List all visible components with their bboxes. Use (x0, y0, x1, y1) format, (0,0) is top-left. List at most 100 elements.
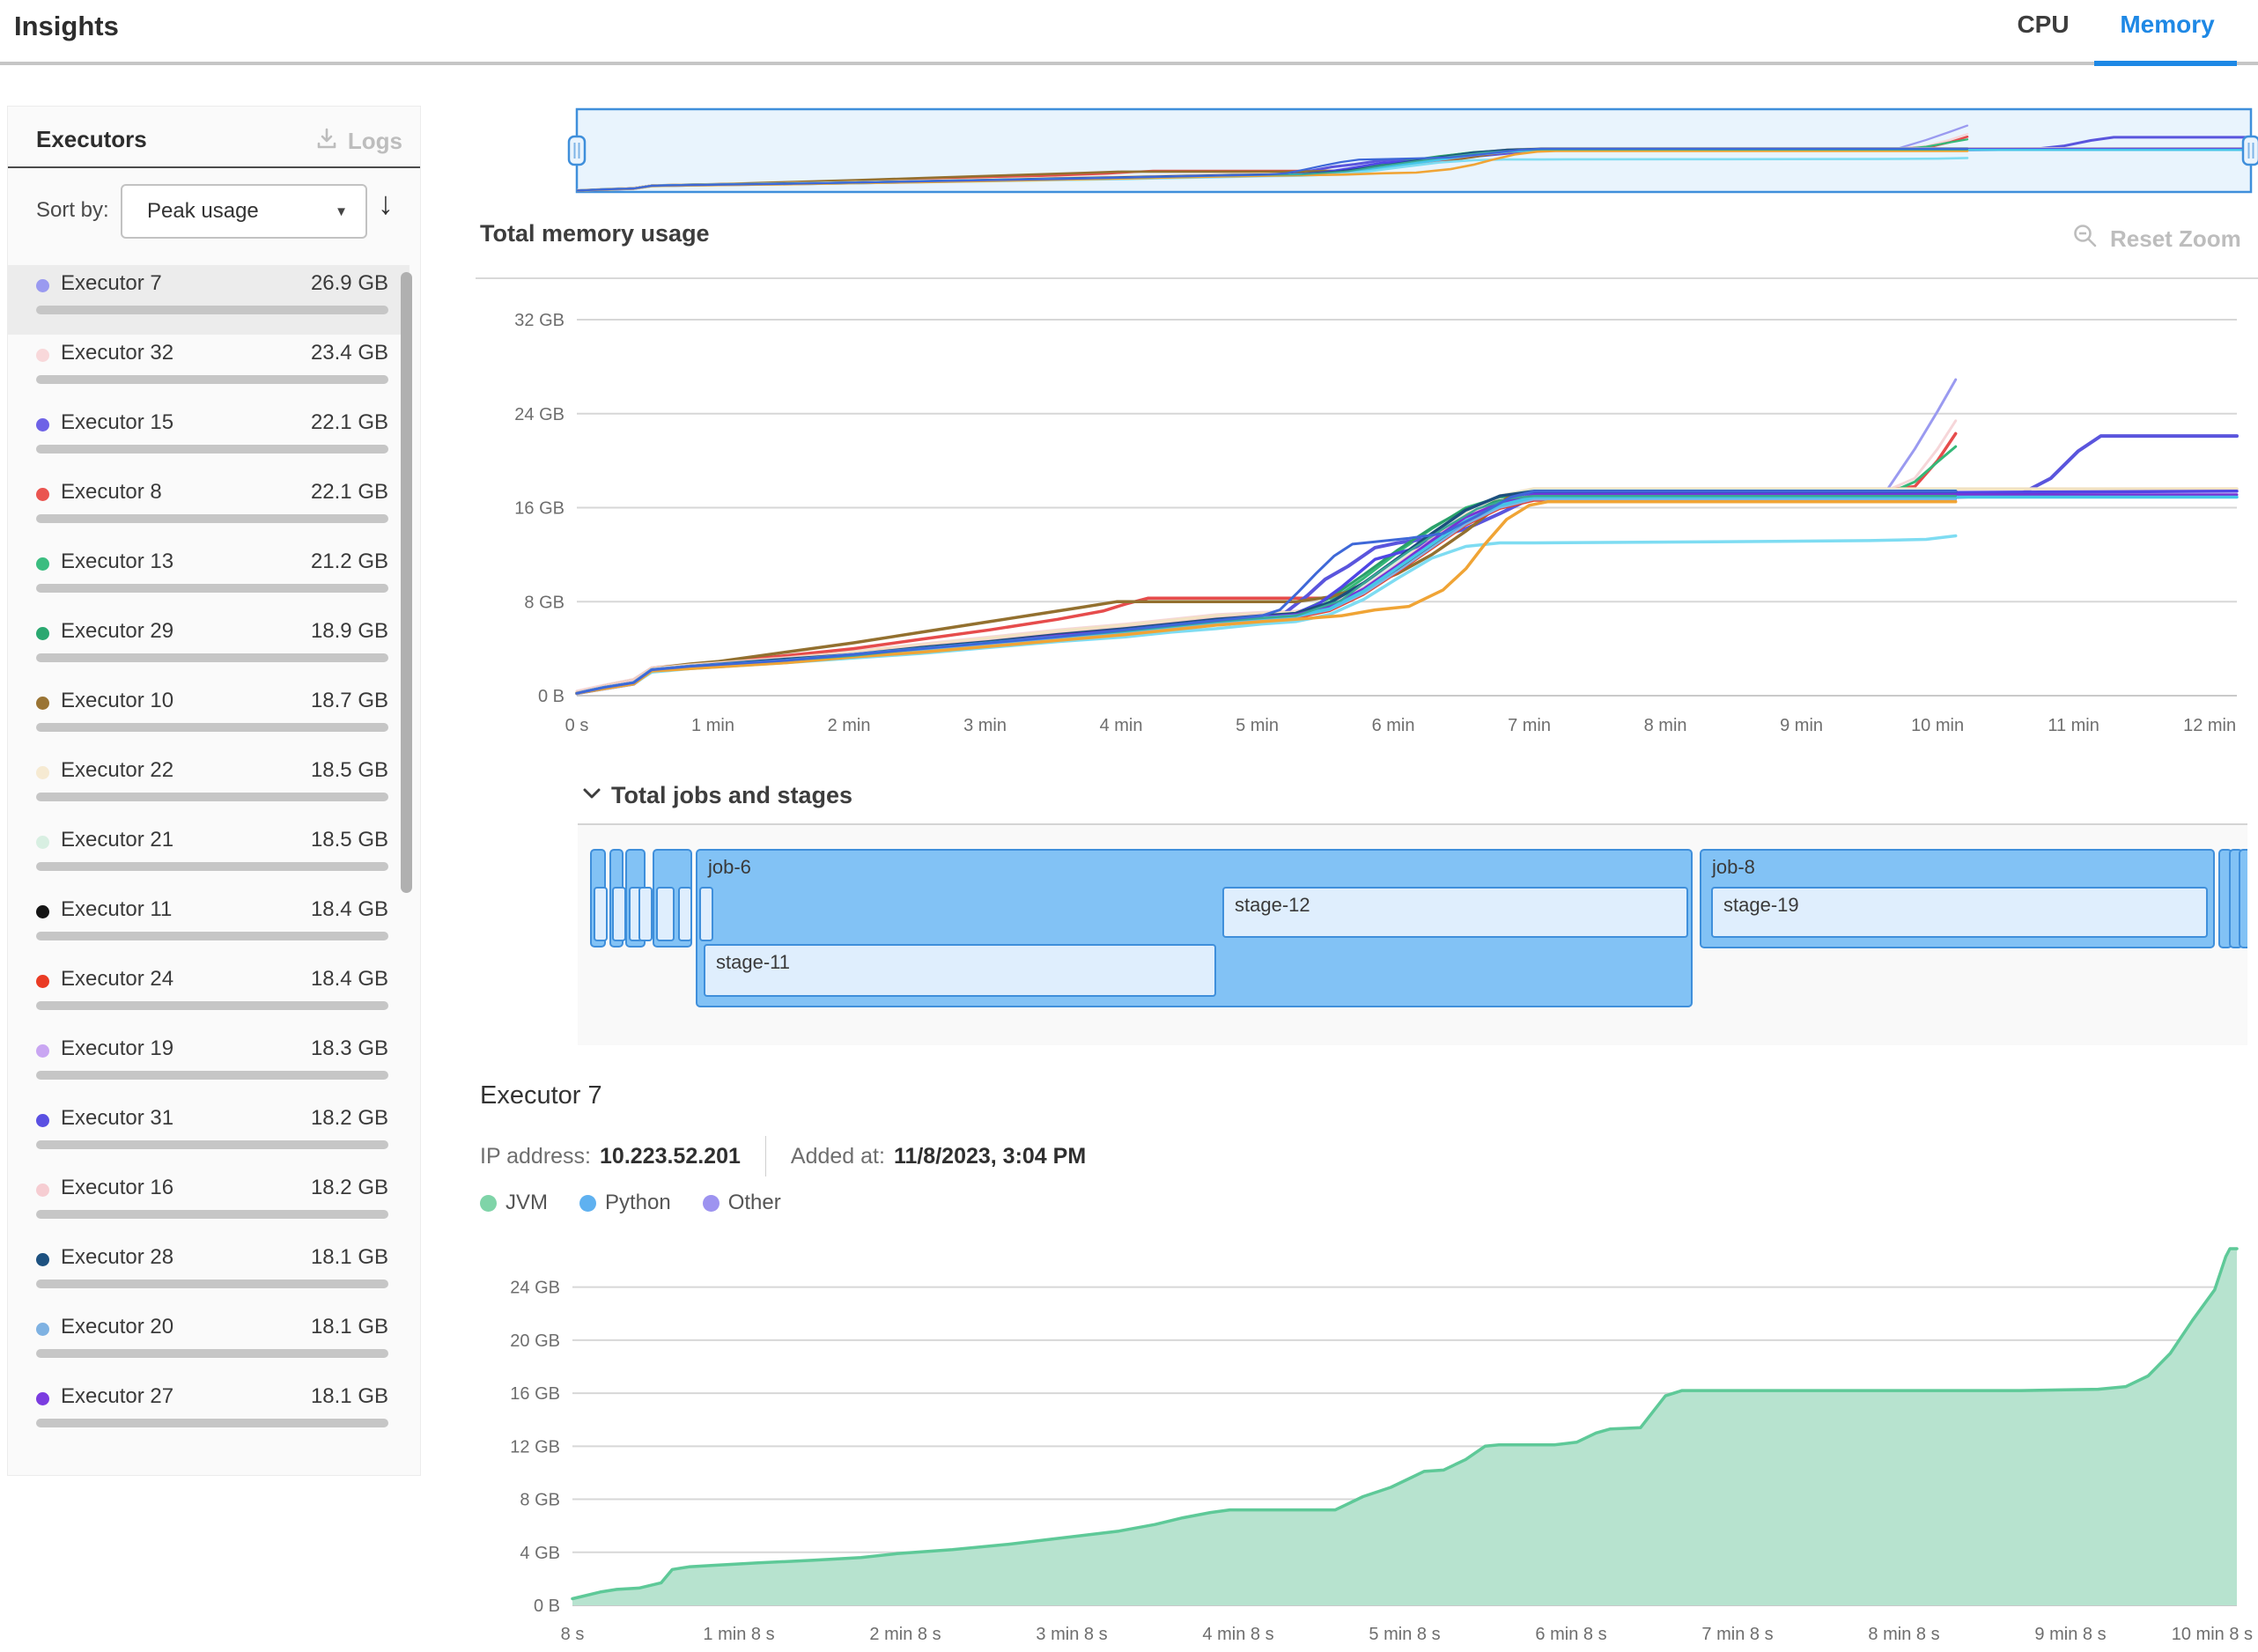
meta-divider (764, 1136, 766, 1176)
svg-text:9 min 8 s: 9 min 8 s (2034, 1625, 2106, 1644)
executor-list-item[interactable]: Executor 28 18.1 GB (8, 1239, 410, 1309)
stage-bar[interactable] (678, 887, 692, 941)
executor-list-item[interactable]: Executor 21 18.5 GB (8, 822, 410, 891)
legend-label: Other (727, 1191, 781, 1214)
sidebar-divider (8, 166, 420, 168)
logs-button[interactable]: Logs (314, 126, 402, 157)
svg-text:12 min: 12 min (2183, 716, 2236, 735)
sort-direction-button[interactable]: ↓ (378, 185, 394, 221)
executor-list-item[interactable]: Executor 13 21.2 GB (8, 543, 410, 613)
executor-peak-value: 18.5 GB (310, 758, 388, 782)
svg-text:2 min: 2 min (828, 716, 871, 735)
executor-usage-bar (36, 1349, 388, 1358)
svg-text:8 min 8 s: 8 min 8 s (1868, 1625, 1939, 1644)
executor-name: Executor 27 (61, 1384, 174, 1408)
stage-12-bar[interactable]: stage-12 (1222, 887, 1688, 938)
executor-usage-bar (36, 375, 388, 384)
tab-memory[interactable]: Memory (2120, 11, 2215, 38)
sort-select[interactable]: Peak usage ▼ (121, 184, 367, 239)
executor-list-item[interactable]: Executor 15 22.1 GB (8, 404, 410, 474)
stage-bar[interactable] (594, 887, 608, 941)
stage-19-bar[interactable]: stage-19 (1711, 887, 2208, 938)
executor-list-item[interactable]: Executor 7 26.9 GB (8, 265, 410, 335)
svg-text:16 GB: 16 GB (510, 1384, 560, 1404)
legend-label: JVM (505, 1191, 548, 1214)
executor-detail-meta: IP address: 10.223.52.201 Added at: 11/8… (480, 1136, 1086, 1176)
brush-handle-left[interactable] (567, 135, 587, 166)
svg-text:9 min: 9 min (1780, 716, 1823, 735)
executor-memory-chart[interactable]: 0 B 4 GB 8 GB 12 GB 16 GB 20 GB 24 GB 8 s 1 min … (476, 1229, 2258, 1652)
chevron-down-icon (581, 785, 602, 806)
executor-list-item[interactable]: Executor 27 18.1 GB (8, 1378, 410, 1448)
memory-chart-title: Total memory usage (480, 220, 710, 247)
page-title: Insights (14, 11, 119, 41)
legend-dot (579, 1194, 596, 1212)
executor-peak-value: 22.1 GB (310, 480, 388, 504)
job-bar[interactable] (2239, 849, 2247, 948)
executor-list-item[interactable]: Executor 16 18.2 GB (8, 1169, 410, 1239)
executor-name: Executor 19 (61, 1036, 174, 1060)
executor-list-item[interactable]: Executor 31 18.2 GB (8, 1100, 410, 1169)
executor-color-dot (36, 905, 49, 918)
executor-name: Executor 22 (61, 758, 174, 782)
svg-text:8 min: 8 min (1644, 716, 1687, 735)
executor-name: Executor 15 (61, 410, 174, 434)
svg-text:0 B: 0 B (538, 687, 564, 706)
zoom-brush[interactable] (564, 99, 2258, 204)
stage-bar[interactable] (656, 887, 675, 941)
jobs-section-title: Total jobs and stages (611, 782, 853, 808)
reset-zoom-label: Reset Zoom (2110, 225, 2241, 252)
executor-color-dot (36, 1253, 49, 1266)
stage-bar[interactable] (699, 887, 713, 941)
executor-list-item[interactable]: Executor 10 18.7 GB (8, 682, 410, 752)
executor-list-item[interactable]: Executor 32 23.4 GB (8, 335, 410, 404)
executor-color-dot (36, 1114, 49, 1127)
executor-usage-bar (36, 862, 388, 871)
executor-list-item[interactable]: Executor 22 18.5 GB (8, 752, 410, 822)
executor-name: Executor 16 (61, 1176, 174, 1199)
executor-name: Executor 11 (61, 897, 173, 921)
reset-zoom-button[interactable]: Reset Zoom (2071, 222, 2241, 256)
sort-select-value: Peak usage (147, 199, 259, 223)
executor-name: Executor 10 (61, 689, 174, 712)
svg-text:12 GB: 12 GB (510, 1437, 560, 1457)
executor-list-item[interactable]: Executor 20 18.1 GB (8, 1309, 410, 1378)
executor-list-item[interactable]: Executor 24 18.4 GB (8, 961, 410, 1030)
svg-text:20 GB: 20 GB (510, 1331, 560, 1351)
executor-usage-bar (36, 1071, 388, 1080)
executor-list: Executor 7 26.9 GB Executor 32 23.4 GB E… (8, 265, 410, 1448)
stage-bar[interactable] (638, 887, 653, 941)
executor-peak-value: 18.5 GB (310, 828, 388, 852)
executor-name: Executor 20 (61, 1315, 174, 1339)
executor-list-item[interactable]: Executor 19 18.3 GB (8, 1030, 410, 1100)
legend-item-other: Other (702, 1191, 781, 1215)
chevron-down-icon: ▼ (335, 203, 348, 219)
svg-text:1 min: 1 min (691, 716, 734, 735)
svg-text:8 GB: 8 GB (524, 593, 564, 612)
executor-list-item[interactable]: Executor 11 18.4 GB (8, 891, 410, 961)
svg-text:5 min 8 s: 5 min 8 s (1369, 1625, 1440, 1644)
jobs-section-header[interactable]: Total jobs and stages (581, 782, 852, 809)
jobs-stages-timeline: job-6 job-8 stage-11 stage-12 stage-19 (578, 823, 2247, 1045)
svg-text:10 min: 10 min (1911, 716, 1964, 735)
tab-cpu[interactable]: CPU (2017, 11, 2070, 38)
stage-11-bar[interactable]: stage-11 (704, 944, 1216, 997)
executor-list-item[interactable]: Executor 29 18.9 GB (8, 613, 410, 682)
executor-color-dot (36, 1392, 49, 1405)
executor-list-item[interactable]: Executor 8 22.1 GB (8, 474, 410, 543)
sidebar-scrollbar[interactable] (401, 272, 412, 893)
memory-type-legend: JVM Python Other (480, 1191, 781, 1215)
svg-text:0 B: 0 B (534, 1597, 560, 1616)
total-memory-chart[interactable]: 0 B 8 GB 16 GB 24 GB 32 GB 0 s 1 min 2 min 3 min… (476, 284, 2258, 759)
executor-color-dot (36, 349, 49, 362)
legend-item-jvm: JVM (480, 1191, 548, 1215)
svg-text:4 min: 4 min (1100, 716, 1143, 735)
executor-usage-bar (36, 653, 388, 662)
executor-peak-value: 18.2 GB (310, 1176, 388, 1199)
executor-name: Executor 32 (61, 341, 174, 365)
brush-handle-right[interactable] (2241, 135, 2258, 166)
stage-bar[interactable] (612, 887, 626, 941)
executor-usage-bar (36, 584, 388, 593)
executor-peak-value: 18.2 GB (310, 1106, 388, 1130)
